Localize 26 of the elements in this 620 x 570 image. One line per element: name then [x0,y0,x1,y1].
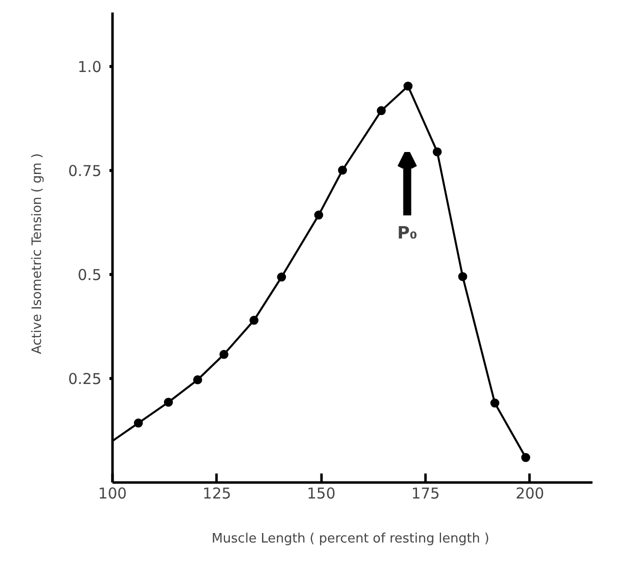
point [164,398,173,407]
y-tick-label: 0.75 [68,162,102,180]
y-tick-label: 0.5 [78,266,102,284]
point [490,398,500,408]
point [521,453,530,462]
point [458,272,468,282]
point [314,210,324,220]
y-tick-label: 0.25 [68,370,102,388]
x-tick-label: 200 [516,484,544,502]
x-axis-title: Muscle Length ( percent of resting length ) [212,532,490,546]
x-tick-label: 175 [411,484,440,502]
point [193,375,202,384]
point [404,82,413,91]
x-tick-label: 100 [98,484,127,502]
point [338,166,347,175]
point [277,272,286,282]
point [249,316,258,325]
x-tick-label: 150 [306,484,336,502]
y-axis-title: Active Isometric Tension ( gm ) [30,153,46,354]
point [376,106,386,116]
point [432,147,442,156]
x-tick-label: 125 [202,484,232,502]
annotation: P₀ [397,223,418,244]
point [134,418,143,428]
y-tick-label: 1.0 [78,58,102,76]
point [219,350,228,359]
